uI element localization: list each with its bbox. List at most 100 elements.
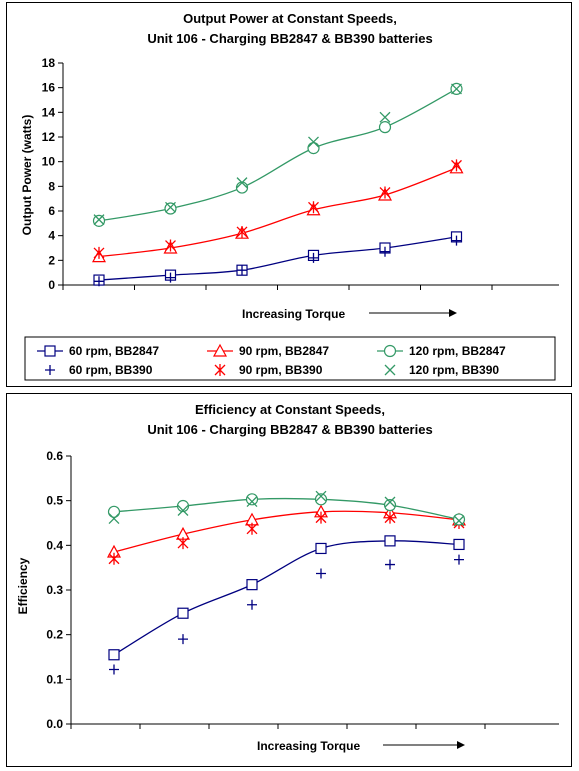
series-4 [92,82,463,227]
data-point [314,493,328,506]
x-axis-arrow-head [457,741,465,749]
chart-title-line1: Efficiency at Constant Speeds, [195,402,385,417]
output-power-chart-panel: Output Power at Constant Speeds, Unit 10… [6,2,572,387]
data-point [165,201,176,213]
chart-title-line2: Unit 106 - Charging BB2847 & BB390 batte… [147,422,432,437]
data-point [451,159,462,172]
data-point [316,568,326,579]
data-point [177,607,189,619]
y-tick-label: 8 [48,179,55,193]
data-point [308,201,319,214]
y-tick-label: 0.2 [46,628,63,642]
data-point [246,496,258,508]
y-tick-label: 0.0 [46,717,63,731]
legend-label: 120 rpm, BB390 [409,363,499,377]
legend-label: 60 rpm, BB390 [69,363,153,377]
data-point [109,664,119,675]
data-point [384,496,396,508]
y-tick-label: 12 [42,130,56,144]
data-point [236,225,248,238]
series-2 [91,160,464,263]
y-tick-label: 0.3 [46,583,63,597]
data-point [315,511,327,524]
series-line [98,236,457,281]
legend-marker [384,364,396,376]
legend-entry: 60 rpm, BB2847 [37,344,159,358]
data-point [177,537,189,550]
y-tick-label: 18 [42,56,56,70]
y-tick-label: 10 [42,155,56,169]
legend-label: 90 rpm, BB390 [239,363,323,377]
data-point [454,554,464,565]
data-point [107,505,121,518]
data-point [452,513,466,526]
series-0 [93,231,463,286]
data-point [379,186,391,199]
series-0 [108,535,465,661]
legend-marker [383,344,397,358]
legend-marker [212,343,228,357]
series-5 [108,490,465,527]
output-power-chart: Output Power at Constant Speeds, Unit 10… [20,11,559,381]
y-tick-label: 0 [48,278,55,292]
legend-box [24,336,556,381]
data-point [384,511,396,524]
data-point [453,515,465,527]
efficiency-chart-panel: Efficiency at Constant Speeds, Unit 106 … [6,393,572,767]
y-tick-label: 0.6 [46,449,63,463]
data-point [378,121,392,134]
y-tick-label: 16 [42,81,56,95]
series-3 [108,511,465,565]
data-point [92,214,106,227]
data-point [108,552,120,565]
y-tick-label: 0.4 [46,538,63,552]
efficiency-chart: Efficiency at Constant Speeds, Unit 106 … [16,402,559,753]
data-point [246,579,258,591]
data-point [453,538,465,551]
series-line [113,510,460,553]
data-point [380,246,390,257]
data-point [235,181,249,194]
data-point [178,634,188,645]
legend-entry: 90 rpm, BB2847 [207,343,329,358]
data-point [108,649,120,661]
series-line [98,167,457,258]
data-point [384,535,396,547]
y-tick-label: 0.1 [46,672,63,686]
series-1 [94,235,462,287]
legend-label: 120 rpm, BB2847 [409,344,506,358]
data-point [315,490,327,502]
x-axis-label: Increasing Torque [257,739,360,753]
legend-entry: 120 rpm, BB390 [384,363,499,377]
data-point [245,493,259,506]
series-line [113,497,460,521]
legend-marker [45,365,55,375]
legend-label: 60 rpm, BB2847 [69,344,159,358]
data-point [308,136,319,148]
y-tick-label: 4 [48,229,55,243]
series-line [113,540,460,656]
series-1 [109,554,464,675]
data-point [315,542,327,555]
legend-marker [44,345,56,357]
data-point [164,202,177,215]
data-point [308,252,319,263]
data-point [177,505,189,516]
series-3 [93,159,462,259]
legend-marker [214,364,226,376]
data-point [383,499,397,512]
y-tick-label: 6 [48,204,55,218]
data-point [379,111,391,123]
chart-title-line2: Unit 106 - Charging BB2847 & BB390 batte… [147,31,432,46]
data-point [385,559,395,570]
data-point [93,214,105,226]
y-tick-label: 14 [42,105,56,119]
y-tick-label: 2 [48,253,55,267]
series-4 [107,493,466,526]
data-point [236,177,248,189]
x-axis-arrow-head [449,309,457,317]
legend-entry: 60 rpm, BB390 [45,363,153,377]
legend-entry: 120 rpm, BB2847 [377,344,506,358]
series-5 [93,83,462,226]
data-point [451,235,462,246]
